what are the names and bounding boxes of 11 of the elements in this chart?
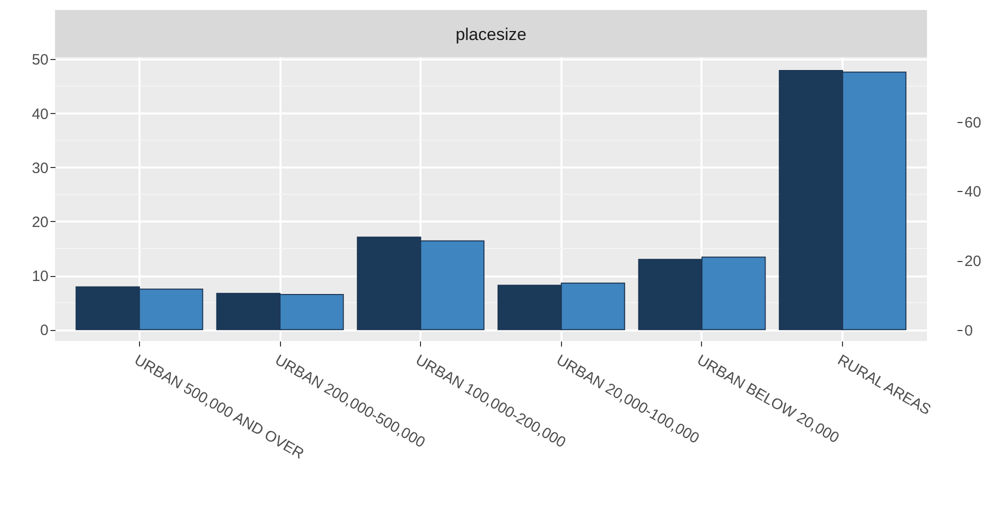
y2-tick-label: 0 [964, 322, 973, 340]
y-tick-label: 30 [32, 160, 48, 177]
y2-tick-label: 40 [964, 184, 982, 201]
chart-title: placesize [55, 10, 927, 57]
y-tick-label: 0 [40, 322, 48, 340]
y-tick-label: 20 [32, 214, 48, 231]
y-tick-label: 10 [32, 268, 48, 286]
y2-tick-label: 20 [964, 253, 982, 270]
y2-tick-label: 60 [964, 114, 982, 132]
y-tick-label: 50 [32, 52, 48, 69]
y-tick-label: 40 [32, 106, 48, 123]
